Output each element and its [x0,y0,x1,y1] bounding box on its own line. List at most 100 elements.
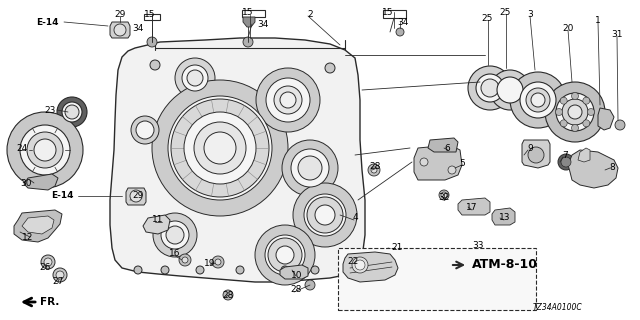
Text: 25: 25 [481,13,493,22]
Circle shape [371,167,377,173]
Circle shape [41,255,55,269]
Polygon shape [522,140,550,168]
Polygon shape [458,198,490,215]
Circle shape [166,226,184,244]
Circle shape [56,271,64,279]
Polygon shape [428,138,458,152]
Circle shape [520,82,556,118]
Text: 12: 12 [22,233,34,242]
Circle shape [481,79,499,97]
Circle shape [510,72,566,128]
Circle shape [490,70,530,110]
Text: ATM-8-10: ATM-8-10 [472,259,538,271]
Circle shape [65,105,79,119]
Circle shape [561,157,571,167]
Circle shape [274,86,302,114]
Circle shape [583,97,590,104]
Circle shape [281,266,289,274]
Circle shape [150,60,160,70]
Circle shape [448,166,456,174]
Circle shape [439,190,449,200]
Circle shape [256,68,320,132]
Circle shape [20,125,70,175]
Text: TZ34A0100C: TZ34A0100C [533,303,583,313]
Polygon shape [110,22,130,38]
Polygon shape [243,17,255,27]
Text: E-14: E-14 [51,191,73,201]
Text: 34: 34 [132,23,144,33]
Circle shape [161,266,169,274]
Text: 33: 33 [472,242,484,251]
Circle shape [545,82,605,142]
Circle shape [34,139,56,161]
Circle shape [236,266,244,274]
Text: 15: 15 [144,10,156,19]
Circle shape [293,183,357,247]
Circle shape [7,112,83,188]
Circle shape [368,164,380,176]
Circle shape [558,154,574,170]
Polygon shape [143,215,170,234]
Text: 9: 9 [527,143,533,153]
Circle shape [161,221,189,249]
Circle shape [562,99,588,125]
Circle shape [152,80,288,216]
Text: 16: 16 [169,250,180,259]
Circle shape [182,257,188,263]
Text: 19: 19 [204,260,216,268]
Circle shape [212,256,224,268]
Text: 24: 24 [17,143,28,153]
Circle shape [476,74,504,102]
Circle shape [497,77,523,103]
Text: 21: 21 [391,244,403,252]
Polygon shape [110,38,365,282]
Circle shape [196,266,204,274]
Circle shape [355,260,365,270]
Polygon shape [598,108,614,130]
Text: FR.: FR. [40,297,60,307]
Circle shape [276,246,294,264]
Circle shape [171,99,269,197]
Circle shape [325,63,335,73]
Circle shape [131,116,159,144]
Text: E-14: E-14 [36,18,58,27]
Polygon shape [568,150,618,188]
Text: 2: 2 [307,10,313,19]
Text: 28: 28 [291,285,301,294]
Text: 17: 17 [467,204,477,212]
Circle shape [282,140,338,196]
Circle shape [147,37,157,47]
Circle shape [311,266,319,274]
Circle shape [168,96,272,200]
Circle shape [441,192,447,198]
Circle shape [175,58,215,98]
Circle shape [420,158,428,166]
Circle shape [526,88,550,112]
Circle shape [291,149,329,187]
Text: 28: 28 [369,162,381,171]
Text: 23: 23 [44,106,56,115]
Circle shape [27,132,63,168]
Circle shape [194,122,246,174]
Circle shape [204,132,236,164]
Text: 31: 31 [611,29,623,38]
Circle shape [266,78,310,122]
Circle shape [528,147,544,163]
Text: 27: 27 [52,277,64,286]
Circle shape [298,156,322,180]
Text: 3: 3 [527,10,533,19]
Polygon shape [280,265,308,279]
Text: 13: 13 [499,213,511,222]
Circle shape [588,108,595,116]
Circle shape [315,205,335,225]
Text: 6: 6 [444,143,450,153]
Circle shape [243,37,253,47]
Polygon shape [24,174,58,190]
Text: 7: 7 [562,150,568,159]
Circle shape [57,97,87,127]
Text: 30: 30 [20,179,32,188]
Circle shape [556,93,594,131]
Polygon shape [14,210,62,242]
Polygon shape [492,208,515,225]
Circle shape [62,102,82,122]
